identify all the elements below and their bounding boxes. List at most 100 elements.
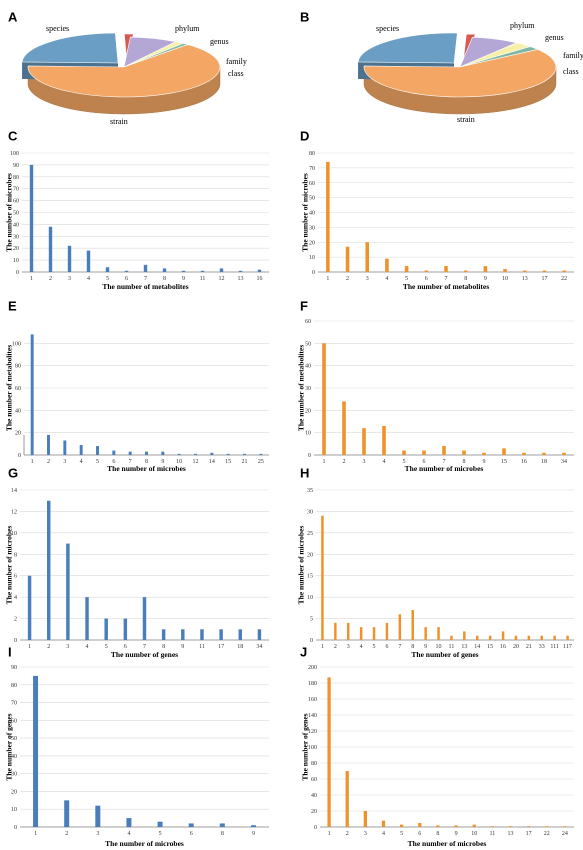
bar (124, 270, 129, 272)
y-tick-label: 8 (14, 552, 17, 558)
bar (322, 343, 326, 455)
bar (161, 629, 166, 640)
bar (27, 575, 32, 640)
x-tick-label: 8 (163, 276, 166, 282)
x-tick-label: 9 (484, 276, 487, 282)
y-tick-label: 70 (11, 701, 17, 707)
x-tick-label: 5 (106, 276, 109, 282)
x-tick-label: 111 (550, 644, 559, 650)
x-tick-label: 11 (200, 276, 206, 282)
x-tick-label: 6 (190, 831, 193, 837)
x-tick-label: 4 (385, 276, 388, 282)
bar (142, 597, 147, 640)
y-axis-title: The number of microbes (5, 526, 14, 605)
bar (382, 425, 386, 455)
y-tick-label: 14 (11, 488, 17, 494)
bar (462, 450, 466, 455)
bar (219, 823, 225, 827)
x-tick-label: 5 (403, 459, 406, 465)
x-tick-label: 5 (96, 459, 99, 465)
y-tick-label: 10 (309, 255, 315, 261)
bar (508, 826, 513, 827)
bar (257, 269, 262, 272)
pie-label-species: species (46, 24, 69, 33)
x-tick-label: 5 (105, 644, 108, 650)
x-tick-label: 7 (143, 644, 146, 650)
bar (327, 677, 331, 827)
bar (145, 451, 148, 455)
bar (404, 266, 409, 272)
bar (503, 269, 507, 272)
bar (345, 771, 349, 827)
bar (177, 453, 181, 455)
y-tick-label: 10 (11, 531, 17, 537)
bar (454, 825, 458, 827)
bar (238, 629, 242, 640)
y-tick-label: 140 (308, 713, 317, 719)
x-tick-label: 16 (257, 276, 263, 282)
bar (437, 627, 440, 640)
y-tick-label: 100 (10, 151, 19, 157)
x-tick-label: 6 (418, 831, 421, 837)
x-tick-label: 21 (526, 644, 532, 650)
y-tick-label: 2 (14, 617, 17, 623)
y-tick-label: 60 (15, 386, 21, 392)
y-tick-label: 60 (309, 181, 315, 187)
x-tick-label: 24 (562, 831, 568, 837)
y-tick-label: 40 (305, 364, 311, 370)
y-tick-label: 10 (307, 595, 313, 601)
bar (553, 635, 556, 640)
y-tick-label: 90 (13, 163, 19, 169)
x-tick-label: 4 (382, 831, 385, 837)
pie-label-species: species (376, 24, 399, 33)
x-tick-label: 16 (521, 459, 527, 465)
bar (402, 450, 406, 455)
bar (501, 631, 505, 640)
x-tick-label: 1 (323, 459, 326, 465)
y-axis-title: The number of microbes (297, 526, 306, 605)
x-tick-label: 15 (225, 459, 231, 465)
y-axis-title: The number of metabolites (5, 345, 14, 431)
y-axis-title: The number of genes (5, 713, 14, 780)
y-tick-label: 100 (308, 745, 317, 751)
y-tick-label: 40 (311, 793, 317, 799)
y-tick-label: 20 (309, 240, 315, 246)
x-tick-label: 1 (321, 644, 324, 650)
bar (424, 270, 429, 272)
x-tick-label: 18 (541, 459, 547, 465)
x-tick-label: 33 (539, 644, 545, 650)
x-tick-label: 5 (159, 831, 162, 837)
y-tick-label: 20 (13, 246, 19, 252)
y-tick-label: 60 (11, 718, 17, 724)
bar (522, 270, 527, 272)
bar (398, 614, 402, 640)
x-tick-label: 4 (360, 644, 363, 650)
y-tick-label: 50 (305, 341, 311, 347)
panel-letter-b: B (300, 10, 309, 25)
x-tick-label: 1 (328, 831, 331, 837)
y-tick-label: 0 (310, 638, 313, 644)
pie-label-family: family (563, 51, 583, 60)
bar (411, 610, 414, 640)
bar (63, 440, 67, 455)
y-tick-label: 25 (307, 531, 313, 537)
x-tick-label: 25 (258, 459, 264, 465)
bar-chart-h: 0 5 10 15 20 25 30 35 1 2 3 4 5 6 7 8 9 10 11 13 14 15 16 20 21 3… (297, 488, 574, 659)
bar (463, 631, 466, 640)
y-tick-label: 40 (13, 222, 19, 228)
bar-chart-j: 0 20 40 60 80 100 120 140 160 180 200 1 2 3 4 5 6 8 9 10 11 1… (301, 665, 574, 848)
x-tick-label: 34 (256, 644, 262, 650)
bar (436, 825, 440, 827)
x-tick-label: 5 (373, 644, 376, 650)
x-tick-label: 2 (47, 459, 50, 465)
x-axis-title: The number of genes (111, 650, 178, 659)
x-tick-label: 11 (199, 644, 205, 650)
x-tick-label: 9 (161, 459, 164, 465)
y-tick-label: 30 (11, 772, 17, 778)
x-tick-label: 4 (127, 831, 130, 837)
bar (476, 635, 479, 640)
bar (488, 635, 492, 640)
panel-letter-e: E (8, 299, 17, 314)
y-tick-label: 60 (311, 777, 317, 783)
